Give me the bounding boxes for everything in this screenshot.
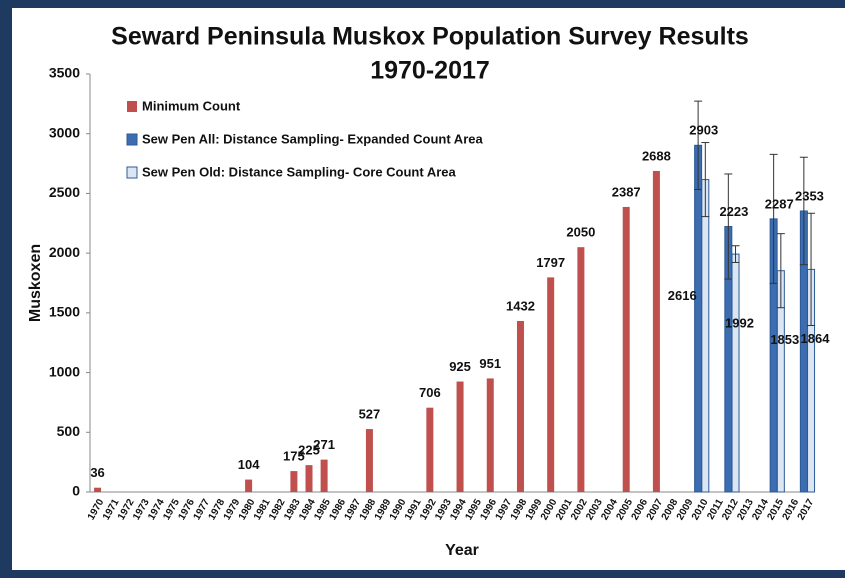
data-label: 2223 <box>719 204 748 219</box>
chart-subtitle: 1970-2017 <box>370 57 490 85</box>
bar <box>622 206 630 492</box>
bar <box>245 479 253 492</box>
y-tick-label: 0 <box>72 483 80 499</box>
data-label: 2387 <box>612 184 641 199</box>
data-label: 2903 <box>689 123 718 138</box>
bar <box>305 465 313 492</box>
legend-swatch <box>126 166 138 179</box>
bar <box>486 378 494 492</box>
data-label: 2287 <box>765 196 794 211</box>
bar <box>365 429 373 492</box>
bar <box>577 247 585 492</box>
legend-swatch <box>126 133 138 146</box>
bar <box>320 459 328 492</box>
data-label: 36 <box>90 465 104 480</box>
y-tick-label: 2500 <box>49 184 80 200</box>
data-label: 706 <box>419 385 441 400</box>
legend-label: Minimum Count <box>142 98 241 113</box>
y-tick-label: 1500 <box>49 304 80 320</box>
y-tick-label: 3000 <box>49 124 80 140</box>
data-label: 951 <box>479 356 501 371</box>
data-label: 2050 <box>566 225 595 240</box>
data-label: 104 <box>238 457 260 472</box>
x-axis-label: Year <box>445 542 479 559</box>
y-axis-label: Muskoxen <box>27 244 44 322</box>
bar <box>731 253 740 493</box>
chart-title: Seward Peninsula Muskox Population Surve… <box>111 23 749 51</box>
bar <box>290 471 298 492</box>
bar <box>516 320 524 492</box>
data-label: 2353 <box>795 188 824 203</box>
data-label: 1432 <box>506 298 535 313</box>
data-label: 2688 <box>642 148 671 163</box>
y-tick-label: 500 <box>57 423 81 439</box>
bar <box>652 170 660 492</box>
legend-label: Sew Pen All: Distance Sampling- Expanded… <box>142 131 483 146</box>
y-tick-label: 2000 <box>49 244 80 260</box>
bar <box>456 381 464 492</box>
y-tick-label: 1000 <box>49 363 80 379</box>
bar <box>426 407 434 492</box>
bar <box>694 144 703 493</box>
legend-swatch <box>127 101 137 112</box>
data-label: 2616 <box>668 288 697 303</box>
legend-label: Sew Pen Old: Distance Sampling- Core Cou… <box>142 164 457 179</box>
bar <box>547 277 555 492</box>
data-label: 1864 <box>801 331 831 346</box>
data-label: 527 <box>359 406 381 421</box>
bar <box>701 179 710 493</box>
data-label: 175 <box>283 449 305 464</box>
data-label: 1797 <box>536 255 565 270</box>
bar <box>94 487 102 492</box>
data-label: 1992 <box>725 316 754 331</box>
data-label: 925 <box>449 359 471 374</box>
data-label: 1853 <box>770 332 799 347</box>
data-label: 271 <box>313 437 335 452</box>
data-label: 225 <box>298 443 320 458</box>
y-tick-label: 3500 <box>49 65 80 81</box>
